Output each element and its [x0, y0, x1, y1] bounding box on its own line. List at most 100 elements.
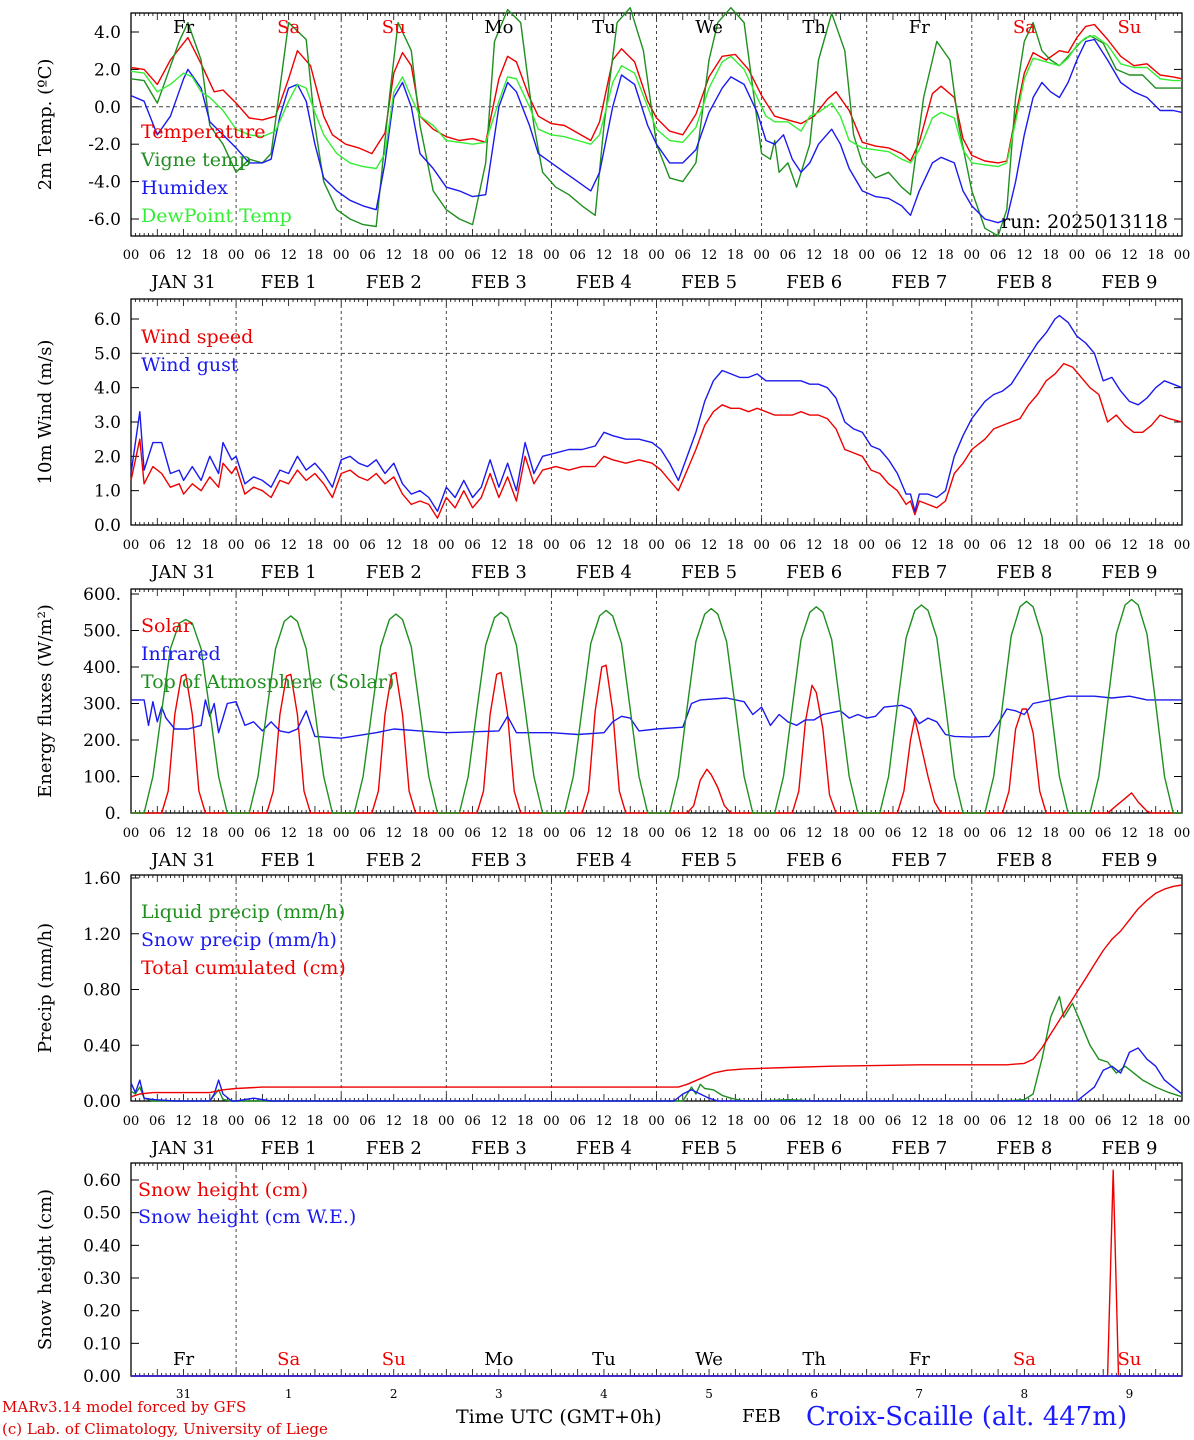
precip-hour-label: 00 [648, 1114, 665, 1129]
temp-date-label: FEB 4 [576, 272, 632, 293]
temp-hour-label: 18 [412, 248, 429, 263]
wind-date-label: FEB 7 [891, 562, 947, 583]
temp-ytick-label: -6.0 [88, 210, 121, 230]
wind-hour-label: 12 [1121, 538, 1138, 553]
temp-hour-label: 06 [464, 248, 481, 263]
energy-hour-label: 18 [937, 826, 954, 841]
snow-day-name: Fr [909, 1349, 930, 1370]
snow-legend-entry: Snow height (cm) [138, 1179, 308, 1201]
wind-hour-label: 06 [464, 538, 481, 553]
energy-hour-label: 12 [806, 826, 823, 841]
temp-day-name: Tu [592, 17, 616, 38]
precip-hour-label: 18 [307, 1114, 324, 1129]
wind-hour-label: 12 [280, 538, 297, 553]
temp-date-label: JAN 31 [149, 272, 216, 293]
temp-hour-label: 00 [1174, 248, 1191, 263]
snow-ytick-label: 0.50 [83, 1204, 121, 1224]
temp-hour-label: 06 [149, 248, 166, 263]
temp-day-name: Fr [909, 17, 930, 38]
precip-hour-label: 18 [412, 1114, 429, 1129]
temp-hour-label: 06 [359, 248, 376, 263]
wind-date-label: FEB 6 [786, 562, 842, 583]
wind-date-label: FEB 2 [366, 562, 422, 583]
energy-hour-label: 18 [1147, 826, 1164, 841]
energy-hour-label: 18 [1042, 826, 1059, 841]
snow-ytick-label: 0.60 [83, 1171, 121, 1191]
precip-hour-label: 12 [596, 1114, 613, 1129]
precip-hour-label: 00 [1069, 1114, 1086, 1129]
wind-hour-label: 06 [569, 538, 586, 553]
wind-hour-label: 00 [964, 538, 981, 553]
precip-date-label: FEB 9 [1101, 1138, 1157, 1159]
precip-ytick-label: 0.00 [83, 1092, 121, 1112]
temp-day-name: Su [1117, 17, 1141, 38]
wind-date-label: FEB 5 [681, 562, 737, 583]
precip-hour-label: 06 [675, 1114, 692, 1129]
temp-hour-label: 00 [858, 248, 875, 263]
energy-hour-label: 00 [1174, 826, 1191, 841]
snow-day-name: Su [1117, 1349, 1141, 1370]
temp-hour-label: 18 [937, 248, 954, 263]
temp-hour-label: 12 [701, 248, 718, 263]
energy-ytick-label: 0. [105, 804, 121, 824]
precip-date-label: FEB 7 [891, 1138, 947, 1159]
wind-date-label: JAN 31 [149, 562, 216, 583]
temp-hour-label: 00 [753, 248, 770, 263]
temp-series-3 [130, 38, 1183, 224]
energy-hour-label: 18 [622, 826, 639, 841]
wind-ytick-label: 4.0 [94, 379, 121, 399]
energy-hour-label: 12 [1121, 826, 1138, 841]
temp-series-4 [130, 35, 1182, 170]
precip-hour-label: 18 [1042, 1114, 1059, 1129]
temp-legend-entry: Humidex [141, 177, 228, 199]
snow-day-number: 2 [390, 1387, 398, 1401]
temp-hour-label: 00 [438, 248, 455, 263]
wind-series-2 [130, 314, 1183, 512]
snow-day-number: 4 [600, 1387, 608, 1401]
wind-hour-label: 18 [1147, 538, 1164, 553]
temp-hour-label: 12 [911, 248, 928, 263]
energy-hour-label: 12 [911, 826, 928, 841]
precip-date-label: FEB 2 [366, 1138, 422, 1159]
wind-date-label: FEB 4 [576, 562, 632, 583]
precip-date-label: FEB 5 [681, 1138, 737, 1159]
temp-day-name: Fr [173, 17, 194, 38]
temp-day-name: Su [382, 17, 406, 38]
energy-hour-label: 00 [648, 826, 665, 841]
wind-legend-entry: Wind gust [141, 354, 239, 376]
wind-hour-label: 12 [701, 538, 718, 553]
energy-hour-label: 06 [569, 826, 586, 841]
precip-hour-label: 06 [254, 1114, 271, 1129]
precip-ytick-label: 0.80 [83, 981, 121, 1001]
snow-series-1 [131, 1169, 1182, 1377]
wind-hour-label: 06 [780, 538, 797, 553]
snow-y-axis-label: Snow height (cm) [35, 1189, 56, 1350]
station-title: Croix-Scaille (alt. 447m) [806, 1402, 1128, 1432]
snow-day-number: 31 [176, 1387, 191, 1401]
wind-date-label: FEB 8 [996, 562, 1052, 583]
wind-hour-label: 12 [491, 538, 508, 553]
energy-hour-label: 12 [175, 826, 192, 841]
temp-hour-label: 06 [1095, 248, 1112, 263]
energy-hour-label: 12 [280, 826, 297, 841]
snow-ytick-label: 0.40 [83, 1236, 121, 1256]
precip-hour-label: 12 [175, 1114, 192, 1129]
precip-hour-label: 00 [333, 1114, 350, 1129]
wind-hour-label: 00 [438, 538, 455, 553]
energy-date-label: FEB 5 [681, 850, 737, 871]
precip-hour-label: 06 [359, 1114, 376, 1129]
energy-date-label: FEB 6 [786, 850, 842, 871]
precip-hour-label: 06 [990, 1114, 1007, 1129]
wind-hour-label: 18 [412, 538, 429, 553]
energy-date-label: FEB 4 [576, 850, 632, 871]
snow-day-name: Tu [592, 1349, 616, 1370]
precip-date-label: FEB 3 [471, 1138, 527, 1159]
snow-day-name: Th [802, 1349, 826, 1370]
energy-series-1 [131, 664, 1182, 814]
energy-hour-label: 06 [254, 826, 271, 841]
temp-legend-entry: Temperature [141, 121, 265, 143]
energy-hour-label: 18 [832, 826, 849, 841]
energy-hour-label: 18 [517, 826, 534, 841]
snow-day-number: 8 [1021, 1387, 1029, 1401]
temp-ytick-label: -4.0 [88, 173, 121, 193]
